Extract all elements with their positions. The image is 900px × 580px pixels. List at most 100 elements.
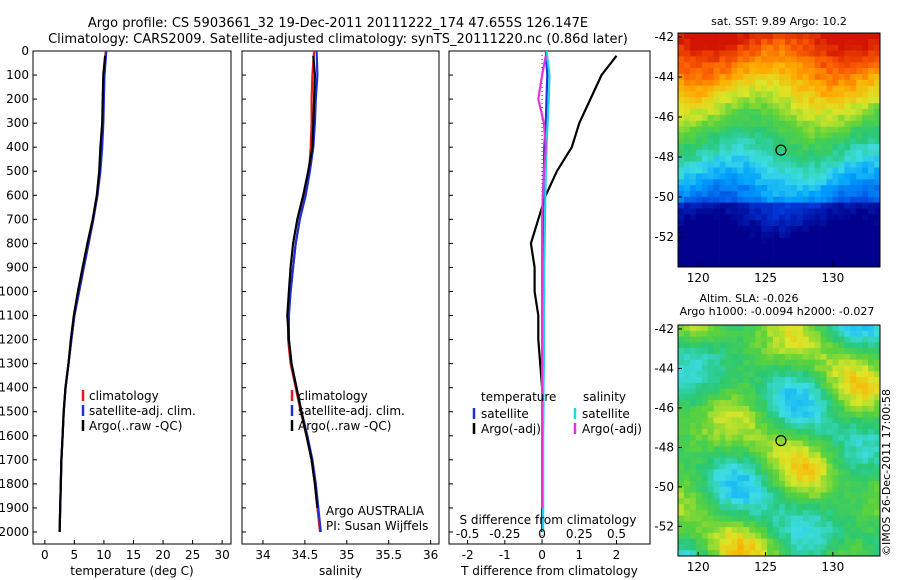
map-cell bbox=[761, 411, 768, 418]
map-cell bbox=[874, 388, 881, 395]
map-cell bbox=[707, 428, 714, 436]
map-cell bbox=[779, 353, 786, 361]
map-cell bbox=[856, 62, 863, 69]
map-cell bbox=[678, 382, 685, 389]
map-cell bbox=[820, 371, 827, 378]
map-cell bbox=[844, 452, 851, 459]
map-cell bbox=[862, 457, 869, 464]
map-cell bbox=[808, 452, 815, 459]
map-cell bbox=[826, 521, 833, 528]
map-cell bbox=[868, 33, 875, 40]
map-cell bbox=[725, 452, 732, 459]
map-cell bbox=[743, 359, 750, 366]
map-cell bbox=[743, 73, 750, 81]
map-cell bbox=[713, 50, 720, 57]
map-cell bbox=[755, 150, 762, 157]
map-cell bbox=[790, 469, 798, 476]
map-cell bbox=[838, 377, 845, 384]
map-cell bbox=[761, 532, 768, 540]
map-cell bbox=[784, 62, 792, 69]
map-x-tick-label: 125 bbox=[754, 560, 777, 574]
map-cell bbox=[713, 377, 720, 384]
map-cell bbox=[725, 261, 732, 268]
map-cell bbox=[850, 509, 857, 516]
map-cell bbox=[719, 550, 726, 557]
map-cell bbox=[808, 325, 815, 332]
map-cell bbox=[790, 457, 798, 464]
map-cell bbox=[796, 226, 804, 233]
map-cell bbox=[725, 79, 732, 87]
map-cell bbox=[731, 411, 738, 418]
map-cell bbox=[820, 353, 827, 361]
map-cell bbox=[832, 109, 839, 116]
map-cell bbox=[755, 423, 762, 430]
map-cell bbox=[743, 173, 750, 180]
map-cell bbox=[683, 504, 691, 511]
map-cell bbox=[838, 38, 845, 46]
map-cell bbox=[862, 214, 869, 221]
map-cell bbox=[796, 150, 804, 157]
map-cell bbox=[779, 440, 786, 447]
map-cell bbox=[838, 388, 845, 395]
map-cell bbox=[707, 544, 714, 551]
map-cell bbox=[790, 231, 798, 239]
map-cell bbox=[713, 452, 720, 459]
top-tick-label: -0.5 bbox=[456, 527, 479, 541]
map-cell bbox=[761, 255, 768, 262]
map-cell bbox=[707, 365, 714, 372]
map-cell bbox=[868, 138, 875, 145]
map-cell bbox=[874, 44, 881, 51]
map-cell bbox=[832, 394, 839, 401]
map-cell bbox=[784, 400, 792, 407]
map-cell bbox=[784, 56, 792, 63]
map-cell bbox=[826, 365, 833, 372]
map-cell bbox=[695, 50, 703, 57]
map-cell bbox=[719, 150, 726, 157]
map-cell bbox=[737, 226, 744, 233]
map-cell bbox=[773, 544, 780, 551]
map-cell bbox=[796, 521, 804, 528]
map-cell bbox=[844, 434, 851, 441]
map-cell bbox=[832, 126, 839, 133]
map-cell bbox=[749, 498, 756, 505]
map-cell bbox=[862, 377, 869, 384]
map-cell bbox=[773, 440, 780, 447]
map-cell bbox=[701, 544, 709, 551]
map-cell bbox=[678, 342, 685, 349]
map-cell bbox=[719, 382, 726, 389]
map-cell bbox=[743, 190, 750, 198]
map-cell bbox=[749, 91, 756, 98]
map-cell bbox=[773, 527, 780, 534]
map-cell bbox=[689, 544, 697, 551]
map-cell bbox=[838, 509, 845, 516]
map-cell bbox=[850, 469, 857, 476]
x-tick-label: 35 bbox=[339, 548, 354, 562]
map-cell bbox=[802, 486, 810, 493]
map-cell bbox=[755, 97, 762, 104]
x-tick-label: 0 bbox=[538, 548, 546, 562]
map-cell bbox=[856, 348, 863, 355]
map-cell bbox=[814, 132, 821, 139]
map-cell bbox=[868, 114, 875, 122]
map-cell bbox=[678, 492, 685, 499]
map-cell bbox=[707, 394, 714, 401]
map-cell bbox=[826, 325, 833, 332]
map-cell bbox=[802, 126, 810, 133]
x-tick-label: 25 bbox=[185, 548, 200, 562]
map-cell bbox=[826, 44, 833, 51]
map-cell bbox=[737, 167, 744, 174]
map-cell bbox=[755, 144, 762, 151]
map-cell bbox=[784, 120, 792, 128]
map-cell bbox=[779, 231, 786, 239]
map-cell bbox=[874, 330, 881, 337]
map-cell bbox=[749, 109, 756, 116]
map-cell bbox=[678, 411, 685, 418]
map-cell bbox=[755, 550, 762, 557]
map-cell bbox=[868, 202, 875, 209]
map-cell bbox=[784, 492, 792, 499]
map-cell bbox=[761, 249, 768, 256]
map-cell bbox=[743, 371, 750, 378]
map-cell bbox=[838, 138, 845, 145]
map-cell bbox=[678, 486, 685, 493]
